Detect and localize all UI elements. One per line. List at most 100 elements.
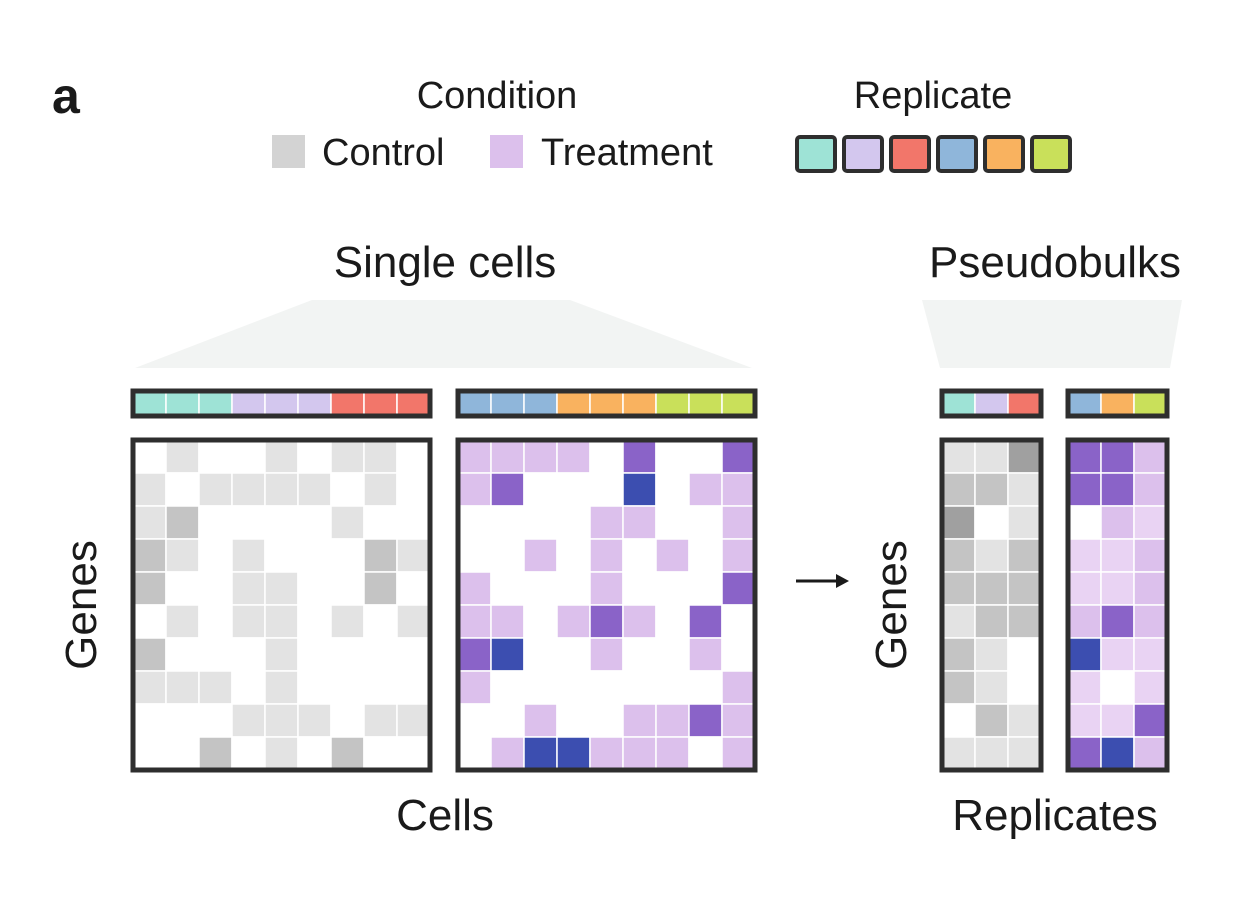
heatmap-cell bbox=[490, 604, 525, 639]
heatmap-cell bbox=[1133, 604, 1168, 639]
replicate-strip-cell bbox=[396, 390, 431, 417]
heatmap-cell bbox=[297, 439, 332, 474]
heatmap-cell bbox=[165, 505, 200, 540]
heatmap-cell bbox=[655, 637, 690, 672]
heatmap-cell bbox=[721, 472, 756, 507]
heatmap-cell bbox=[974, 538, 1009, 573]
replicate-swatch-1 bbox=[795, 135, 837, 173]
heatmap-cell bbox=[589, 703, 624, 738]
heatmap-cell bbox=[1133, 505, 1168, 540]
heatmap-cell bbox=[589, 505, 624, 540]
heatmap-cell bbox=[974, 703, 1009, 738]
heatmap-cell bbox=[264, 703, 299, 738]
heatmap-cell bbox=[165, 571, 200, 606]
heatmap-cell bbox=[490, 670, 525, 705]
heatmap-cell bbox=[457, 439, 492, 474]
heatmap-cell bbox=[622, 604, 657, 639]
heatmap-cell bbox=[589, 472, 624, 507]
heatmap-cell bbox=[457, 670, 492, 705]
heatmap-cell bbox=[457, 736, 492, 771]
replicate-strip-cell bbox=[297, 390, 332, 417]
heatmap-cell bbox=[165, 604, 200, 639]
heatmap-cell bbox=[941, 439, 976, 474]
replicate-strip-cell bbox=[363, 390, 398, 417]
heatmap-cell bbox=[198, 670, 233, 705]
heatmap-cell bbox=[231, 505, 266, 540]
heatmap-cell bbox=[688, 571, 723, 606]
heatmap-cell bbox=[941, 736, 976, 771]
heatmap-cell bbox=[1100, 670, 1135, 705]
heatmap-cell bbox=[231, 571, 266, 606]
heatmap-cell bbox=[941, 571, 976, 606]
heatmap-cell bbox=[264, 736, 299, 771]
heatmap-cell bbox=[941, 472, 976, 507]
heatmap-cell bbox=[523, 472, 558, 507]
heatmap-cell bbox=[457, 604, 492, 639]
heatmap-cell bbox=[1007, 571, 1042, 606]
heatmap-cell bbox=[132, 472, 167, 507]
heatmap-cell bbox=[1007, 736, 1042, 771]
heatmap-cell bbox=[721, 439, 756, 474]
heatmap-cell bbox=[589, 439, 624, 474]
heatmap-cell bbox=[589, 670, 624, 705]
single-cells-y-axis-label: Genes bbox=[57, 540, 106, 670]
replicate-swatch-3 bbox=[889, 135, 931, 173]
heatmap-cell bbox=[655, 472, 690, 507]
heatmap-cell bbox=[297, 538, 332, 573]
heatmap-cell bbox=[1007, 703, 1042, 738]
heatmap-cell bbox=[688, 703, 723, 738]
heatmap-cell bbox=[523, 736, 558, 771]
replicate-strip-frame bbox=[130, 388, 433, 419]
heatmap-cell bbox=[198, 736, 233, 771]
heatmap-cell bbox=[330, 571, 365, 606]
heatmap-cell bbox=[264, 439, 299, 474]
heatmap-cell bbox=[231, 439, 266, 474]
heatmap-cell bbox=[974, 571, 1009, 606]
heatmap-cell bbox=[396, 505, 431, 540]
heatmap-cell bbox=[363, 736, 398, 771]
heatmap-cell bbox=[264, 505, 299, 540]
replicate-strip-cell bbox=[556, 390, 591, 417]
replicate-strip-cell bbox=[655, 390, 690, 417]
heatmap-cell bbox=[941, 670, 976, 705]
replicate-strip-frame bbox=[939, 388, 1044, 419]
heatmap-cell bbox=[198, 439, 233, 474]
heatmap-cell bbox=[490, 703, 525, 738]
heatmap-cell bbox=[330, 439, 365, 474]
arrow-head bbox=[836, 574, 849, 588]
heatmap-cell bbox=[1133, 670, 1168, 705]
single-cells-x-axis-label: Cells bbox=[396, 791, 494, 840]
heatmap-cell bbox=[1067, 736, 1102, 771]
replicate-strip-cell bbox=[165, 390, 200, 417]
replicate-swatch-6 bbox=[1030, 135, 1072, 173]
heatmap-cell bbox=[457, 538, 492, 573]
heatmap-cell bbox=[297, 703, 332, 738]
treatment-label: Treatment bbox=[541, 132, 713, 174]
pseudobulks-title: Pseudobulks bbox=[929, 238, 1181, 287]
heatmap-cell bbox=[457, 637, 492, 672]
heatmap-cell bbox=[1100, 472, 1135, 507]
pseudobulks-funnel bbox=[922, 300, 1182, 368]
replicate-strip-cell bbox=[1100, 390, 1135, 417]
heatmap-cell bbox=[655, 670, 690, 705]
heatmap-frame bbox=[939, 437, 1044, 773]
heatmap-cell bbox=[974, 472, 1009, 507]
heatmap-cell bbox=[396, 736, 431, 771]
heatmap-cell bbox=[165, 538, 200, 573]
heatmap-cell bbox=[297, 637, 332, 672]
heatmap-cell bbox=[1100, 538, 1135, 573]
condition-legend-title: Condition bbox=[417, 75, 578, 117]
heatmap-cell bbox=[457, 703, 492, 738]
heatmap-cell bbox=[688, 604, 723, 639]
heatmap-cell bbox=[655, 439, 690, 474]
heatmap-cell bbox=[132, 670, 167, 705]
replicate-swatch-4 bbox=[936, 135, 978, 173]
heatmap-cell bbox=[721, 670, 756, 705]
heatmap-cell bbox=[330, 538, 365, 573]
heatmap-cell bbox=[1100, 703, 1135, 738]
heatmap-cell bbox=[198, 637, 233, 672]
heatmap-cell bbox=[1133, 736, 1168, 771]
single-cells-funnel bbox=[135, 300, 752, 368]
heatmap-cell bbox=[622, 439, 657, 474]
